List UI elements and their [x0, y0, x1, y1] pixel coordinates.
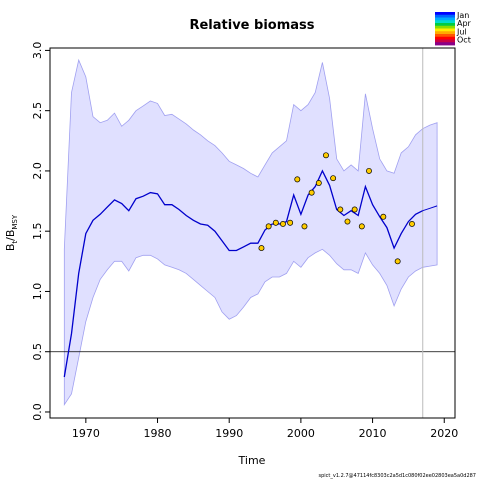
chart-title: Relative biomass	[189, 18, 314, 33]
y-axis: 0.0 0.5 1.0 1.5 2.0 2.5 3.0	[31, 42, 50, 421]
legend-swatch	[435, 17, 455, 21]
legend-swatch	[435, 34, 455, 38]
legend-swatch	[435, 25, 455, 29]
data-point	[315, 180, 322, 186]
x-axis-label: Time	[238, 454, 266, 467]
data-point	[330, 175, 337, 182]
data-point	[351, 206, 358, 213]
legend-swatch	[435, 36, 455, 40]
x-tick-label: 1970	[72, 427, 100, 440]
data-point	[323, 152, 329, 159]
x-axis: 1970 1980 1990 2000 2010 2020	[72, 418, 458, 440]
observations	[258, 152, 415, 265]
data-point	[272, 219, 279, 226]
legend-label: Jan	[456, 11, 469, 20]
data-point	[344, 218, 351, 225]
data-point	[258, 245, 265, 252]
footer-version: spict_v1.2.7@47114fc8303c2a5d1c080f02ee0…	[319, 473, 477, 479]
x-tick-label: 1980	[144, 427, 172, 440]
y-axis-label-sub2: MSY	[11, 214, 19, 229]
legend-swatch	[435, 28, 455, 32]
y-tick-label: 1.0	[31, 283, 44, 301]
y-tick-label: 3.0	[31, 42, 44, 60]
y-tick-label: 0.5	[31, 343, 44, 361]
y-axis-label-slash: /B	[4, 230, 17, 241]
y-tick-label: 0.0	[31, 403, 44, 421]
plot-area	[50, 48, 455, 418]
legend-swatch	[435, 12, 455, 16]
x-tick-label: 2010	[359, 427, 387, 440]
y-axis-label-sub1: t	[11, 241, 19, 244]
data-point	[308, 189, 315, 196]
legend-swatch	[435, 42, 455, 46]
y-tick-label: 2.0	[31, 162, 44, 180]
forecast-line	[422, 205, 438, 212]
confidence-band	[63, 58, 438, 407]
data-point	[301, 223, 308, 230]
y-axis-label-main: B	[4, 244, 17, 252]
y-axis-label: Bt/BMSY	[4, 214, 19, 251]
legend-swatch	[435, 23, 455, 27]
legend-label: Oct	[457, 36, 471, 45]
data-point	[366, 167, 372, 174]
data-point	[409, 221, 415, 227]
y-tick-label: 1.5	[31, 222, 44, 240]
x-tick-label: 2020	[430, 427, 458, 440]
x-tick-label: 1990	[215, 427, 243, 440]
plot-frame	[49, 47, 456, 419]
legend-swatch	[435, 20, 455, 24]
legend-swatch	[435, 39, 455, 43]
x-tick-label: 2000	[287, 427, 315, 440]
data-point	[337, 206, 344, 213]
legend-swatch	[435, 31, 455, 35]
legend-label: Jul	[456, 27, 467, 36]
legend-label: Apr	[457, 19, 472, 28]
legend-swatch	[435, 14, 455, 18]
data-point	[380, 213, 387, 220]
data-point	[394, 258, 401, 265]
y-tick-label: 2.5	[31, 102, 44, 120]
estimate-line	[63, 169, 423, 378]
data-point	[294, 176, 301, 183]
data-point	[287, 219, 294, 226]
data-point	[358, 223, 365, 230]
data-point	[265, 223, 272, 230]
data-point	[280, 221, 286, 227]
